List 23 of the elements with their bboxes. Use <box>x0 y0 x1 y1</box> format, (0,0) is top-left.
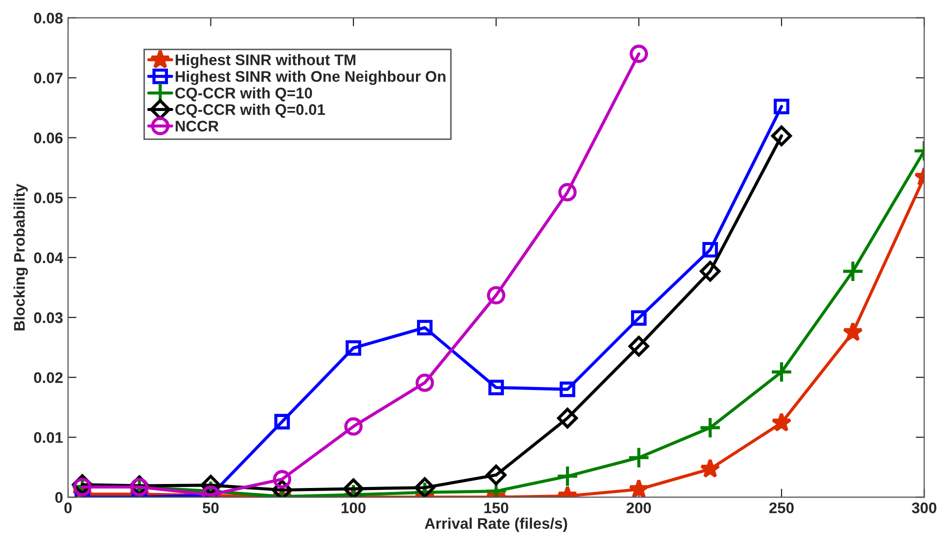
x-tick-label: 200 <box>626 502 651 514</box>
x-tick-label: 0 <box>64 502 72 514</box>
legend-label: Highest SINR with One Neighbour On <box>176 70 446 85</box>
y-tick-label: 0.04 <box>34 252 64 264</box>
y-tick-label: 0.01 <box>34 432 63 443</box>
y-tick-label: 0.06 <box>34 132 63 144</box>
x-tick-label: 150 <box>484 502 508 514</box>
legend-label: CQ-CCR with Q=10 <box>175 87 312 102</box>
legend-label: NCCR <box>176 120 219 132</box>
x-tick-label: 100 <box>342 502 366 514</box>
y-tick-label: 0.02 <box>34 372 63 384</box>
y-tick-label: 0 <box>55 492 63 503</box>
legend-label: Highest SINR without TM <box>176 54 356 68</box>
y-axis-title: Blocking Probability <box>14 184 28 330</box>
legend-label: CQ-CCR with Q=0.01 <box>175 104 325 118</box>
y-tick-label: 0.07 <box>34 72 63 84</box>
y-tick-label: 0.05 <box>34 192 63 204</box>
x-tick-label: 250 <box>769 502 794 514</box>
y-tick-label: 0.08 <box>34 12 63 24</box>
x-tick-label: 300 <box>912 502 936 514</box>
x-axis-title: Arrival Rate (files/s) <box>424 518 568 532</box>
y-tick-label: 0.03 <box>34 312 63 324</box>
x-tick-label: 50 <box>202 502 219 514</box>
